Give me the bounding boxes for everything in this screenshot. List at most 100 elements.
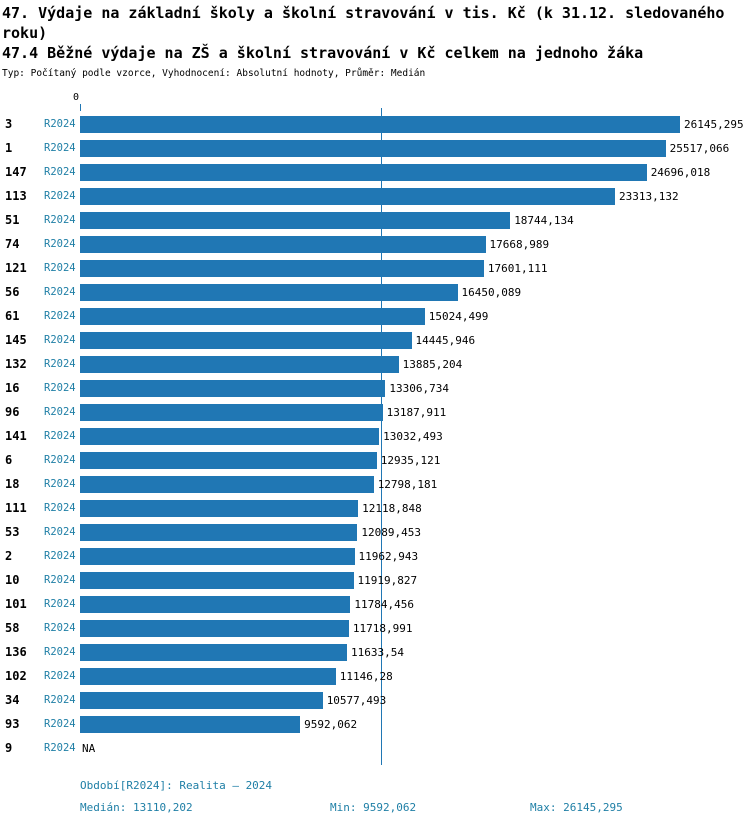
bar [80,307,425,325]
bar-area: 10577,493 [80,688,750,712]
category-label: 3 [5,117,13,131]
chart-row: 18 R2024 12798,181 [0,472,750,496]
chart-row: 3 R2024 26145,295 [0,112,750,136]
value-label: 23313,132 [619,189,679,203]
chart-row: 102 R2024 11146,28 [0,664,750,688]
series-label: R2024 [44,742,76,754]
bar [80,571,354,589]
series-label: R2024 [44,358,76,370]
bar [80,499,359,517]
series-label: R2024 [44,622,76,634]
category-label: 136 [5,645,27,659]
series-label: R2024 [44,262,76,274]
bar [80,715,301,733]
value-label: 18744,134 [514,213,574,227]
series-label: R2024 [44,118,76,130]
bar-area: 11784,456 [80,592,750,616]
value-label: 12089,453 [361,525,421,539]
bar-area: 17601,111 [80,256,750,280]
category-label: 132 [5,357,27,371]
value-label: 26145,295 [684,117,744,131]
category-label: 10 [5,573,20,587]
category-label: 18 [5,477,20,491]
value-label: 11633,54 [351,645,404,659]
value-label: 12935,121 [380,453,441,467]
value-label: 24696,018 [650,165,711,179]
category-label: 96 [5,405,20,419]
bar-area: 13032,493 [80,424,750,448]
bar-area: 16450,089 [80,280,750,304]
series-label: R2024 [44,310,76,322]
bar-area: 13187,911 [80,400,750,424]
series-label: R2024 [44,238,76,250]
category-label: 58 [5,621,20,635]
bar [80,235,486,253]
chart-row: 101 R2024 11784,456 [0,592,750,616]
bar-area: 12798,181 [80,472,750,496]
bar-area: 9592,062 [80,712,750,736]
category-label: 141 [5,429,27,443]
value-label: 15024,499 [428,309,489,323]
bar [80,667,336,685]
chart-row: 147 R2024 24696,018 [0,160,750,184]
chart-row: 34 R2024 10577,493 [0,688,750,712]
category-label: 113 [5,189,27,203]
bar [80,187,615,205]
chart-row: 136 R2024 11633,54 [0,640,750,664]
chart-row: 1 R2024 25517,066 [0,136,750,160]
bar-area: 12935,121 [80,448,750,472]
value-label: 25517,066 [669,141,730,155]
max-stat-label: Max: 26145,295 [530,801,623,814]
chart-row: 141 R2024 13032,493 [0,424,750,448]
value-label: 12118,848 [362,501,422,515]
value-label: NA [82,741,96,755]
category-label: 1 [5,141,13,155]
bar-area: 24696,018 [80,160,750,184]
chart-row: 56 R2024 16450,089 [0,280,750,304]
chart-row: 96 R2024 13187,911 [0,400,750,424]
chart-row: 58 R2024 11718,991 [0,616,750,640]
value-label: 12798,181 [377,477,438,491]
series-label: R2024 [44,598,76,610]
category-label: 53 [5,525,20,539]
value-label: 17601,111 [487,261,548,275]
series-label: R2024 [44,502,76,514]
category-label: 61 [5,309,20,323]
chart-row: 111 R2024 12118,848 [0,496,750,520]
bar-area: 18744,134 [80,208,750,232]
chart-row: 93 R2024 9592,062 [0,712,750,736]
category-label: 145 [5,333,27,347]
bar-area: 12118,848 [80,496,750,520]
value-label: 11784,456 [354,597,414,611]
category-label: 101 [5,597,27,611]
value-label: 13306,734 [389,381,449,395]
chart-row: 2 R2024 11962,943 [0,544,750,568]
value-label: 11962,943 [358,549,419,563]
min-stat-label: Min: 9592,062 [330,801,417,814]
bar [80,451,377,469]
series-label: R2024 [44,670,76,682]
bar [80,163,647,181]
bar [80,283,458,301]
chart-row: 9 R2024 NA [0,736,750,760]
category-label: 93 [5,717,20,731]
bar-area: 11919,827 [80,568,750,592]
bar [80,331,412,349]
bar [80,355,399,373]
bar-area: 25517,066 [80,136,750,160]
series-label: R2024 [44,646,76,658]
chart-header: 47. Výdaje na základní školy a školní st… [2,3,748,79]
category-label: 9 [5,741,13,755]
chart-row: 132 R2024 13885,204 [0,352,750,376]
bar-area: 11962,943 [80,544,750,568]
bar [80,595,351,613]
bar [80,427,380,445]
bar [80,475,374,493]
chart-row: 145 R2024 14445,946 [0,328,750,352]
bar [80,403,383,421]
series-label: R2024 [44,382,76,394]
category-label: 34 [5,693,20,707]
bar [80,139,666,157]
series-label: R2024 [44,190,76,202]
bar-area: NA [80,736,750,760]
